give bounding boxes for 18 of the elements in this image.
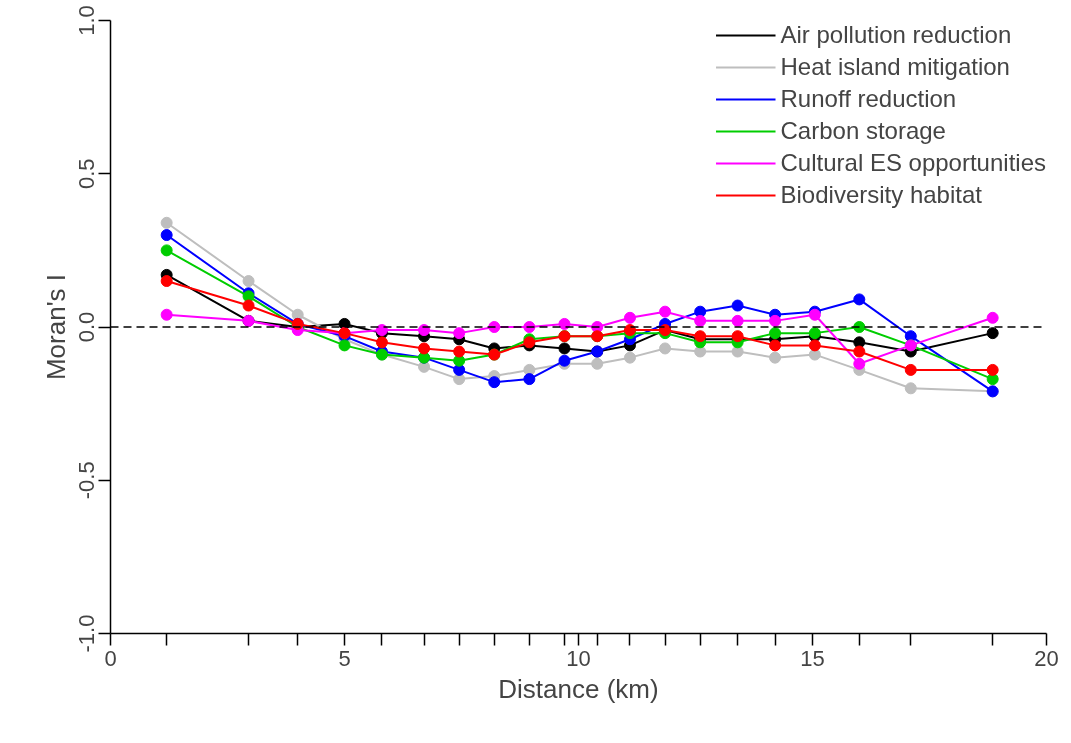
x-tick-label: 0 bbox=[104, 645, 117, 671]
y-tick-label: 0.5 bbox=[73, 158, 99, 190]
y-tick-label: -0.5 bbox=[73, 461, 99, 500]
y-tick-label: 0.0 bbox=[73, 311, 99, 343]
y-axis-title: Moran's I bbox=[40, 273, 71, 381]
x-tick-label: 15 bbox=[800, 645, 825, 671]
legend-label: Carbon storage bbox=[780, 116, 946, 146]
legend-label: Cultural ES opportunities bbox=[780, 148, 1046, 178]
legend-label: Heat island mitigation bbox=[780, 52, 1010, 82]
x-tick-label: 20 bbox=[1034, 645, 1059, 671]
y-tick-label: -1.0 bbox=[73, 614, 99, 653]
x-axis-title: Distance (km) bbox=[498, 673, 659, 704]
legend-label: Biodiversity habitat bbox=[780, 180, 982, 210]
y-tick-label: 1.0 bbox=[73, 5, 99, 36]
legend-label: Runoff reduction bbox=[780, 84, 957, 114]
x-tick-label: 10 bbox=[566, 645, 591, 671]
x-tick-label: 5 bbox=[338, 645, 351, 671]
legend-label: Air pollution reduction bbox=[780, 20, 1012, 50]
